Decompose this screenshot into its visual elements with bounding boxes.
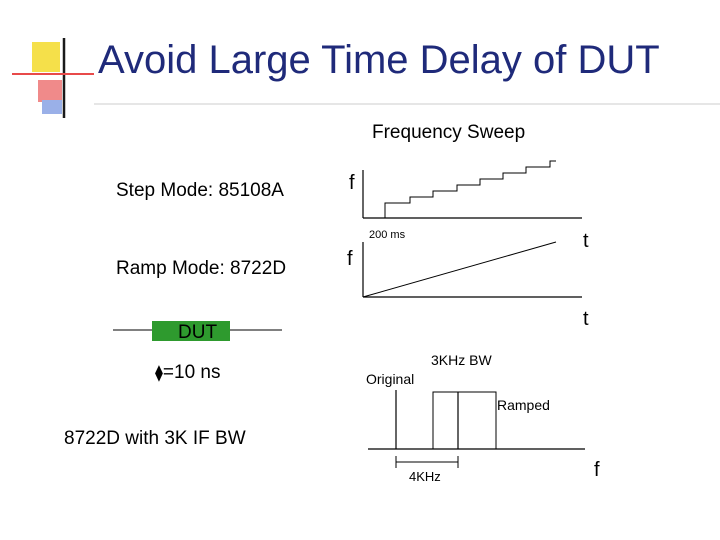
frequency-sweep-heading: Frequency Sweep (372, 122, 526, 143)
logo-yellow-square (32, 42, 60, 72)
ramped-label: Ramped (497, 397, 550, 413)
dut-delay-row: ⧫=10 ns (155, 362, 220, 384)
delay-symbol-icon: ⧫ (155, 363, 163, 382)
step-x-axis-label: t (583, 230, 589, 252)
ramp-x-axis-label: t (583, 308, 589, 330)
step-y-axis-label: f (349, 172, 355, 194)
dut-box (152, 321, 230, 341)
step-mode-label: Step Mode: 85108A (116, 180, 284, 201)
ramp-y-axis-label: f (347, 248, 353, 270)
dut-delay-value: =10 ns (162, 362, 221, 383)
logo-red-square (38, 80, 62, 102)
ramp-line (362, 241, 557, 298)
spectrum-x-axis-label: f (594, 459, 600, 481)
offset-label: 4KHz (409, 469, 441, 484)
bandwidth-box (432, 391, 497, 449)
step-staircase (384, 160, 556, 218)
dut-label: DUT (178, 322, 218, 343)
sweep-time-label: 200 ms (369, 229, 406, 241)
bandwidth-label: 3KHz BW (431, 352, 492, 368)
ramp-mode-label: Ramp Mode: 8722D (116, 258, 287, 279)
original-label: Original (366, 371, 415, 387)
page-title: Avoid Large Time Delay of DUT (98, 38, 660, 82)
logo-blue-square (42, 100, 62, 114)
instrument-label: 8722D with 3K IF BW (64, 428, 246, 449)
